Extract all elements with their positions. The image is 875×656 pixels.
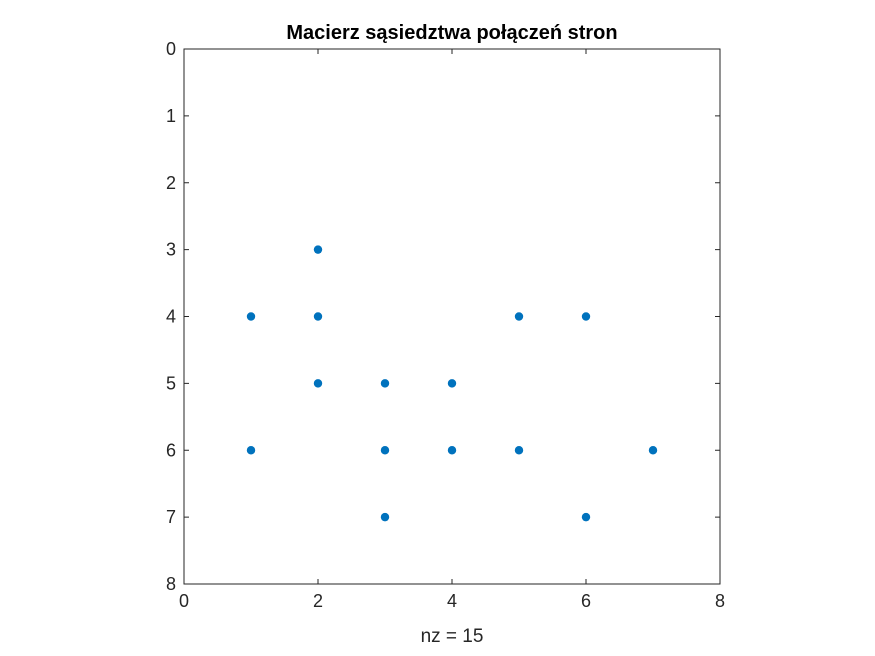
data-point: [313, 379, 323, 388]
plot-area: [183, 48, 721, 585]
data-point: [246, 446, 256, 455]
data-point: [581, 312, 591, 321]
data-point: [514, 446, 524, 455]
y-tick-label: 6: [166, 440, 176, 460]
x-tick-label: 6: [581, 591, 591, 611]
data-point: [313, 312, 323, 321]
data-points: [246, 245, 658, 522]
y-tick-label: 0: [166, 39, 176, 59]
data-point: [380, 512, 390, 522]
y-tick-label: 2: [166, 173, 176, 193]
data-point: [380, 379, 390, 388]
data-point: [246, 312, 256, 321]
x-tick-label: 0: [179, 591, 189, 611]
data-point: [581, 512, 591, 522]
data-point: [313, 245, 323, 254]
data-point: [447, 446, 457, 455]
y-tick-label: 7: [166, 507, 176, 527]
y-tick-label: 8: [166, 574, 176, 594]
y-tick-label: 1: [166, 106, 176, 126]
y-tick-label: 4: [166, 307, 176, 327]
data-point: [447, 379, 457, 388]
chart-title: Macierz sąsiedztwa połączeń stron: [286, 22, 617, 44]
data-point: [380, 446, 390, 455]
data-point: [514, 312, 524, 321]
x-tick-label: 4: [447, 591, 457, 611]
x-axis-label: nz = 15: [421, 626, 484, 647]
y-tick-label: 3: [166, 240, 176, 260]
y-tick-label: 5: [166, 373, 176, 393]
data-point: [648, 446, 658, 455]
x-tick-label: 2: [313, 591, 323, 611]
x-tick-label: 8: [715, 591, 725, 611]
